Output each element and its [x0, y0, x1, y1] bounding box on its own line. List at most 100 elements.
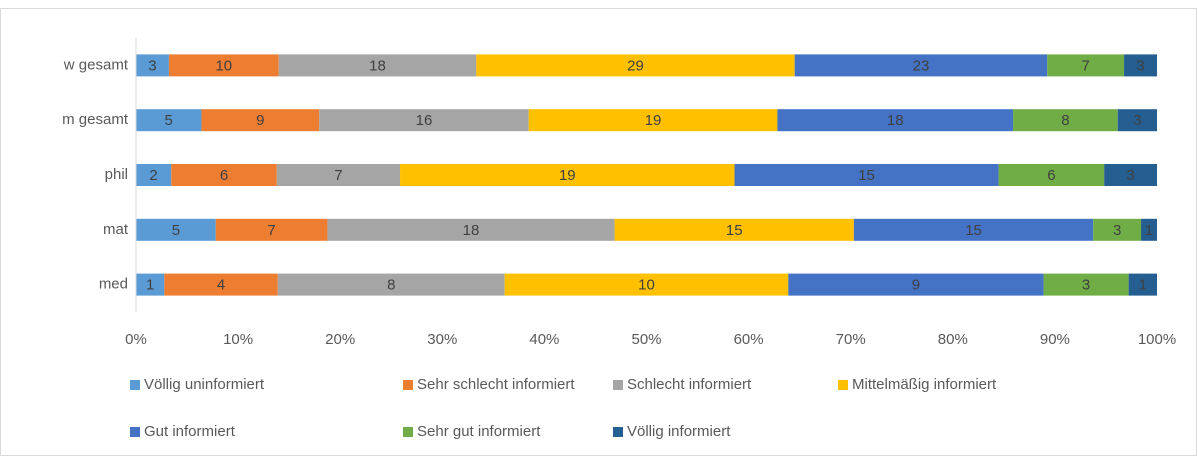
bar-segment: [853, 218, 1094, 241]
x-tick-label: 50%: [631, 331, 661, 348]
bar-segment: [171, 164, 277, 186]
legend-swatch: [613, 380, 623, 390]
x-tick-label: 90%: [1040, 331, 1070, 348]
x-tick-label: 70%: [836, 331, 866, 348]
bar-segment: [1124, 54, 1157, 77]
bar-segment: [136, 109, 202, 132]
bar-segment: [1141, 218, 1157, 241]
data-label: 8: [387, 277, 395, 294]
bar-segment: [319, 109, 529, 132]
data-label: 15: [858, 167, 875, 184]
data-label: 15: [726, 222, 743, 239]
data-label: 18: [887, 112, 904, 129]
bar-segment: [278, 54, 477, 77]
bar-segment: [164, 273, 278, 296]
x-tick-label: 10%: [223, 331, 253, 348]
bar-segment: [136, 218, 216, 241]
y-tick-label: med: [99, 276, 128, 293]
legend-swatch: [130, 380, 140, 390]
legend-swatch: [130, 427, 140, 437]
data-label: 3: [1136, 57, 1144, 74]
x-tick-label: 30%: [427, 331, 457, 348]
bar-segment: [1047, 54, 1125, 77]
x-tick-label: 60%: [734, 331, 764, 348]
data-label: 19: [645, 112, 662, 129]
bar-segment: [504, 273, 789, 296]
data-label: 3: [1133, 112, 1141, 129]
data-label: 3: [148, 57, 156, 74]
bar-segment: [734, 164, 999, 186]
bar-segment: [276, 164, 401, 186]
data-label: 3: [1126, 167, 1134, 184]
data-label: 19: [559, 167, 576, 184]
bar-segment: [777, 109, 1014, 132]
y-tick-label: phil: [105, 166, 128, 183]
data-label: 7: [334, 167, 342, 184]
data-label: 1: [1139, 277, 1147, 294]
data-label: 2: [149, 167, 157, 184]
legend-label: Sehr gut informiert: [417, 423, 541, 440]
x-tick-label: 0%: [125, 331, 147, 348]
bar-segment: [1093, 218, 1142, 241]
legend-swatch: [613, 427, 623, 437]
data-label: 18: [463, 222, 480, 239]
y-tick-label: mat: [103, 221, 129, 238]
data-label: 29: [627, 57, 644, 74]
data-label: 7: [267, 222, 275, 239]
bar-segment: [794, 54, 1048, 77]
bar-segment: [201, 109, 320, 132]
data-label: 8: [1061, 112, 1069, 129]
y-tick-label: w gesamt: [63, 56, 129, 73]
bar-segment: [1117, 109, 1157, 132]
legend-swatch: [838, 380, 848, 390]
bar-segment: [528, 109, 778, 132]
x-tick-label: 20%: [325, 331, 355, 348]
x-tick-label: 40%: [529, 331, 559, 348]
data-label: 6: [220, 167, 228, 184]
legend-swatch: [403, 380, 413, 390]
legend-label: Völlig informiert: [627, 423, 731, 440]
data-label: 6: [1047, 167, 1055, 184]
x-tick-label: 100%: [1138, 331, 1176, 348]
bar-segment: [277, 273, 505, 296]
data-label: 23: [913, 57, 930, 74]
bar-segment: [1043, 273, 1129, 296]
data-label: 5: [165, 112, 173, 129]
bar-segment: [136, 54, 169, 77]
bar-segment: [136, 164, 172, 186]
legend-swatch: [403, 427, 413, 437]
data-label: 1: [1145, 222, 1153, 239]
bar-segment: [1013, 109, 1118, 132]
x-tick-label: 80%: [938, 331, 968, 348]
data-label: 3: [1082, 277, 1090, 294]
data-label: 10: [215, 57, 232, 74]
data-label: 9: [256, 112, 264, 129]
bar-segment: [168, 54, 279, 77]
data-label: 15: [965, 222, 982, 239]
bar-segment: [215, 218, 328, 241]
y-tick-label: m gesamt: [62, 111, 129, 128]
legend-label: Schlecht informiert: [627, 376, 752, 393]
bar-segment: [327, 218, 615, 241]
bar-segment: [476, 54, 795, 77]
bar-segment: [400, 164, 735, 186]
bar-segment: [614, 218, 854, 241]
data-label: 10: [638, 277, 655, 294]
legend-label: Völlig uninformiert: [144, 376, 265, 393]
legend-label: Mittelmäßig informiert: [852, 376, 997, 393]
legend-label: Sehr schlecht informiert: [417, 376, 575, 393]
bar-segment: [1104, 164, 1157, 186]
data-label: 5: [172, 222, 180, 239]
data-label: 4: [217, 277, 225, 294]
data-label: 1: [146, 277, 154, 294]
data-label: 9: [912, 277, 920, 294]
data-label: 18: [369, 57, 386, 74]
data-label: 16: [416, 112, 433, 129]
bar-segment: [998, 164, 1105, 186]
data-label: 7: [1081, 57, 1089, 74]
bar-segment: [1128, 273, 1157, 296]
legend-label: Gut informiert: [144, 423, 236, 440]
bar-segment: [788, 273, 1044, 296]
data-label: 3: [1113, 222, 1121, 239]
